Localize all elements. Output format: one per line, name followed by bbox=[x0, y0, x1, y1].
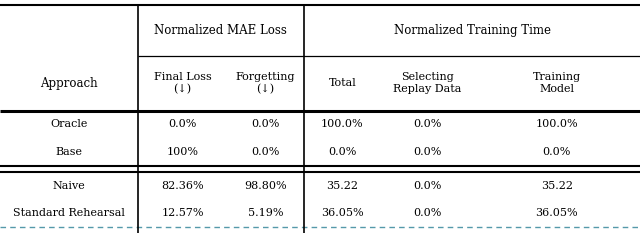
Text: 0.0%: 0.0% bbox=[252, 120, 280, 129]
Text: 100%: 100% bbox=[166, 147, 198, 157]
Text: 0.0%: 0.0% bbox=[413, 181, 442, 191]
Text: 100.0%: 100.0% bbox=[321, 120, 364, 129]
Text: 5.19%: 5.19% bbox=[248, 209, 284, 218]
Text: 0.0%: 0.0% bbox=[413, 209, 442, 218]
Text: 98.80%: 98.80% bbox=[244, 181, 287, 191]
Text: Final Loss
(↓): Final Loss (↓) bbox=[154, 72, 211, 94]
Text: Normalized MAE Loss: Normalized MAE Loss bbox=[154, 24, 287, 37]
Text: 0.0%: 0.0% bbox=[543, 147, 571, 157]
Text: Approach: Approach bbox=[40, 77, 98, 90]
Text: 35.22: 35.22 bbox=[326, 181, 358, 191]
Text: Standard Rehearsal: Standard Rehearsal bbox=[13, 209, 125, 218]
Text: Base: Base bbox=[55, 147, 83, 157]
Text: 12.57%: 12.57% bbox=[161, 209, 204, 218]
Text: Training
Model: Training Model bbox=[532, 72, 581, 94]
Text: 0.0%: 0.0% bbox=[328, 147, 356, 157]
Text: 82.36%: 82.36% bbox=[161, 181, 204, 191]
Text: Forgetting
(↓): Forgetting (↓) bbox=[236, 72, 295, 94]
Text: 36.05%: 36.05% bbox=[536, 209, 578, 218]
Text: 0.0%: 0.0% bbox=[168, 120, 196, 129]
Text: 0.0%: 0.0% bbox=[413, 120, 442, 129]
Text: Naive: Naive bbox=[52, 181, 85, 191]
Text: Normalized Training Time: Normalized Training Time bbox=[394, 24, 550, 37]
Text: 100.0%: 100.0% bbox=[536, 120, 578, 129]
Text: Oracle: Oracle bbox=[50, 120, 88, 129]
Text: 36.05%: 36.05% bbox=[321, 209, 364, 218]
Text: 0.0%: 0.0% bbox=[252, 147, 280, 157]
Text: Selecting
Replay Data: Selecting Replay Data bbox=[393, 72, 461, 94]
Text: 35.22: 35.22 bbox=[541, 181, 573, 191]
Text: 0.0%: 0.0% bbox=[413, 147, 442, 157]
Text: Total: Total bbox=[328, 78, 356, 88]
